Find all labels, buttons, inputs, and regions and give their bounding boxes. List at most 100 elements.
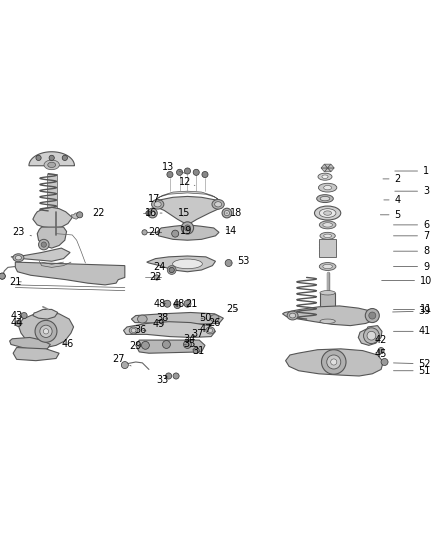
Polygon shape (328, 168, 334, 172)
Polygon shape (155, 191, 219, 200)
Ellipse shape (206, 327, 215, 334)
Text: 25: 25 (226, 304, 238, 314)
Circle shape (184, 341, 191, 349)
Text: 22: 22 (92, 208, 104, 218)
Polygon shape (358, 326, 382, 345)
Text: 16: 16 (145, 208, 162, 218)
Ellipse shape (320, 232, 336, 239)
Polygon shape (324, 164, 331, 168)
Text: 14: 14 (225, 225, 237, 236)
Ellipse shape (138, 315, 147, 323)
Ellipse shape (173, 259, 202, 269)
Circle shape (62, 155, 67, 160)
Text: 36: 36 (134, 325, 146, 335)
Polygon shape (321, 168, 328, 172)
Bar (319, 239, 336, 257)
Text: 9: 9 (393, 262, 429, 271)
Text: 17: 17 (148, 193, 160, 204)
Ellipse shape (318, 183, 337, 192)
Ellipse shape (287, 311, 298, 320)
Circle shape (43, 329, 49, 334)
Circle shape (77, 212, 83, 218)
Ellipse shape (324, 185, 332, 190)
Text: 12: 12 (179, 177, 195, 188)
Text: 53: 53 (231, 256, 249, 266)
Text: 22: 22 (149, 272, 162, 282)
Polygon shape (33, 310, 58, 319)
Circle shape (0, 273, 5, 279)
Text: 26: 26 (208, 318, 221, 328)
Polygon shape (147, 256, 215, 272)
Ellipse shape (208, 328, 212, 333)
Text: 15: 15 (178, 208, 190, 218)
Polygon shape (11, 248, 70, 261)
Text: 50: 50 (200, 313, 212, 323)
Ellipse shape (215, 201, 222, 207)
Text: 4: 4 (384, 195, 401, 205)
Text: 6: 6 (393, 220, 429, 230)
Ellipse shape (48, 162, 56, 167)
Text: 51: 51 (393, 366, 431, 376)
Ellipse shape (314, 206, 341, 220)
Circle shape (0, 273, 5, 279)
Circle shape (167, 172, 173, 177)
Text: 23: 23 (12, 228, 32, 237)
Ellipse shape (319, 263, 336, 270)
Text: 45: 45 (375, 349, 387, 359)
Circle shape (141, 342, 149, 349)
Circle shape (146, 211, 150, 215)
Ellipse shape (320, 197, 330, 201)
Ellipse shape (322, 175, 328, 179)
Text: 27: 27 (112, 354, 131, 366)
Circle shape (142, 230, 147, 235)
Text: 44: 44 (11, 318, 23, 328)
Text: 46: 46 (62, 340, 74, 350)
Circle shape (369, 312, 376, 319)
Ellipse shape (319, 209, 336, 217)
Text: 48: 48 (173, 298, 185, 309)
Circle shape (35, 320, 57, 342)
Ellipse shape (212, 199, 224, 209)
Text: 2: 2 (383, 174, 401, 184)
Text: 5: 5 (380, 210, 401, 220)
Text: 21: 21 (9, 277, 21, 287)
Text: 21: 21 (185, 298, 198, 309)
Ellipse shape (154, 201, 161, 207)
Circle shape (40, 325, 52, 337)
Text: 10: 10 (381, 276, 432, 286)
Ellipse shape (129, 327, 138, 334)
Text: 42: 42 (375, 335, 387, 345)
Ellipse shape (224, 211, 230, 216)
Text: 37: 37 (192, 329, 204, 340)
Polygon shape (33, 207, 72, 228)
Polygon shape (13, 348, 59, 361)
Polygon shape (158, 225, 219, 240)
Polygon shape (29, 152, 74, 166)
Text: 31: 31 (192, 345, 204, 356)
Ellipse shape (131, 328, 136, 333)
Circle shape (39, 239, 49, 250)
Ellipse shape (323, 223, 332, 227)
Polygon shape (320, 293, 336, 321)
Circle shape (36, 155, 41, 160)
Text: 41: 41 (393, 326, 431, 336)
Text: 34: 34 (183, 334, 195, 344)
Circle shape (331, 359, 337, 365)
Polygon shape (324, 168, 331, 172)
Text: 38: 38 (157, 313, 169, 323)
Ellipse shape (323, 264, 332, 269)
Ellipse shape (318, 173, 332, 180)
Polygon shape (286, 349, 383, 376)
Text: 47: 47 (200, 324, 212, 334)
Circle shape (121, 361, 128, 368)
Polygon shape (15, 262, 125, 285)
Text: 8: 8 (393, 246, 429, 256)
Circle shape (225, 260, 232, 266)
Ellipse shape (290, 313, 296, 318)
Text: 18: 18 (226, 208, 243, 218)
Text: 39: 39 (392, 306, 431, 316)
Polygon shape (37, 227, 67, 248)
Ellipse shape (320, 319, 336, 324)
Circle shape (381, 359, 388, 366)
Polygon shape (328, 164, 334, 168)
